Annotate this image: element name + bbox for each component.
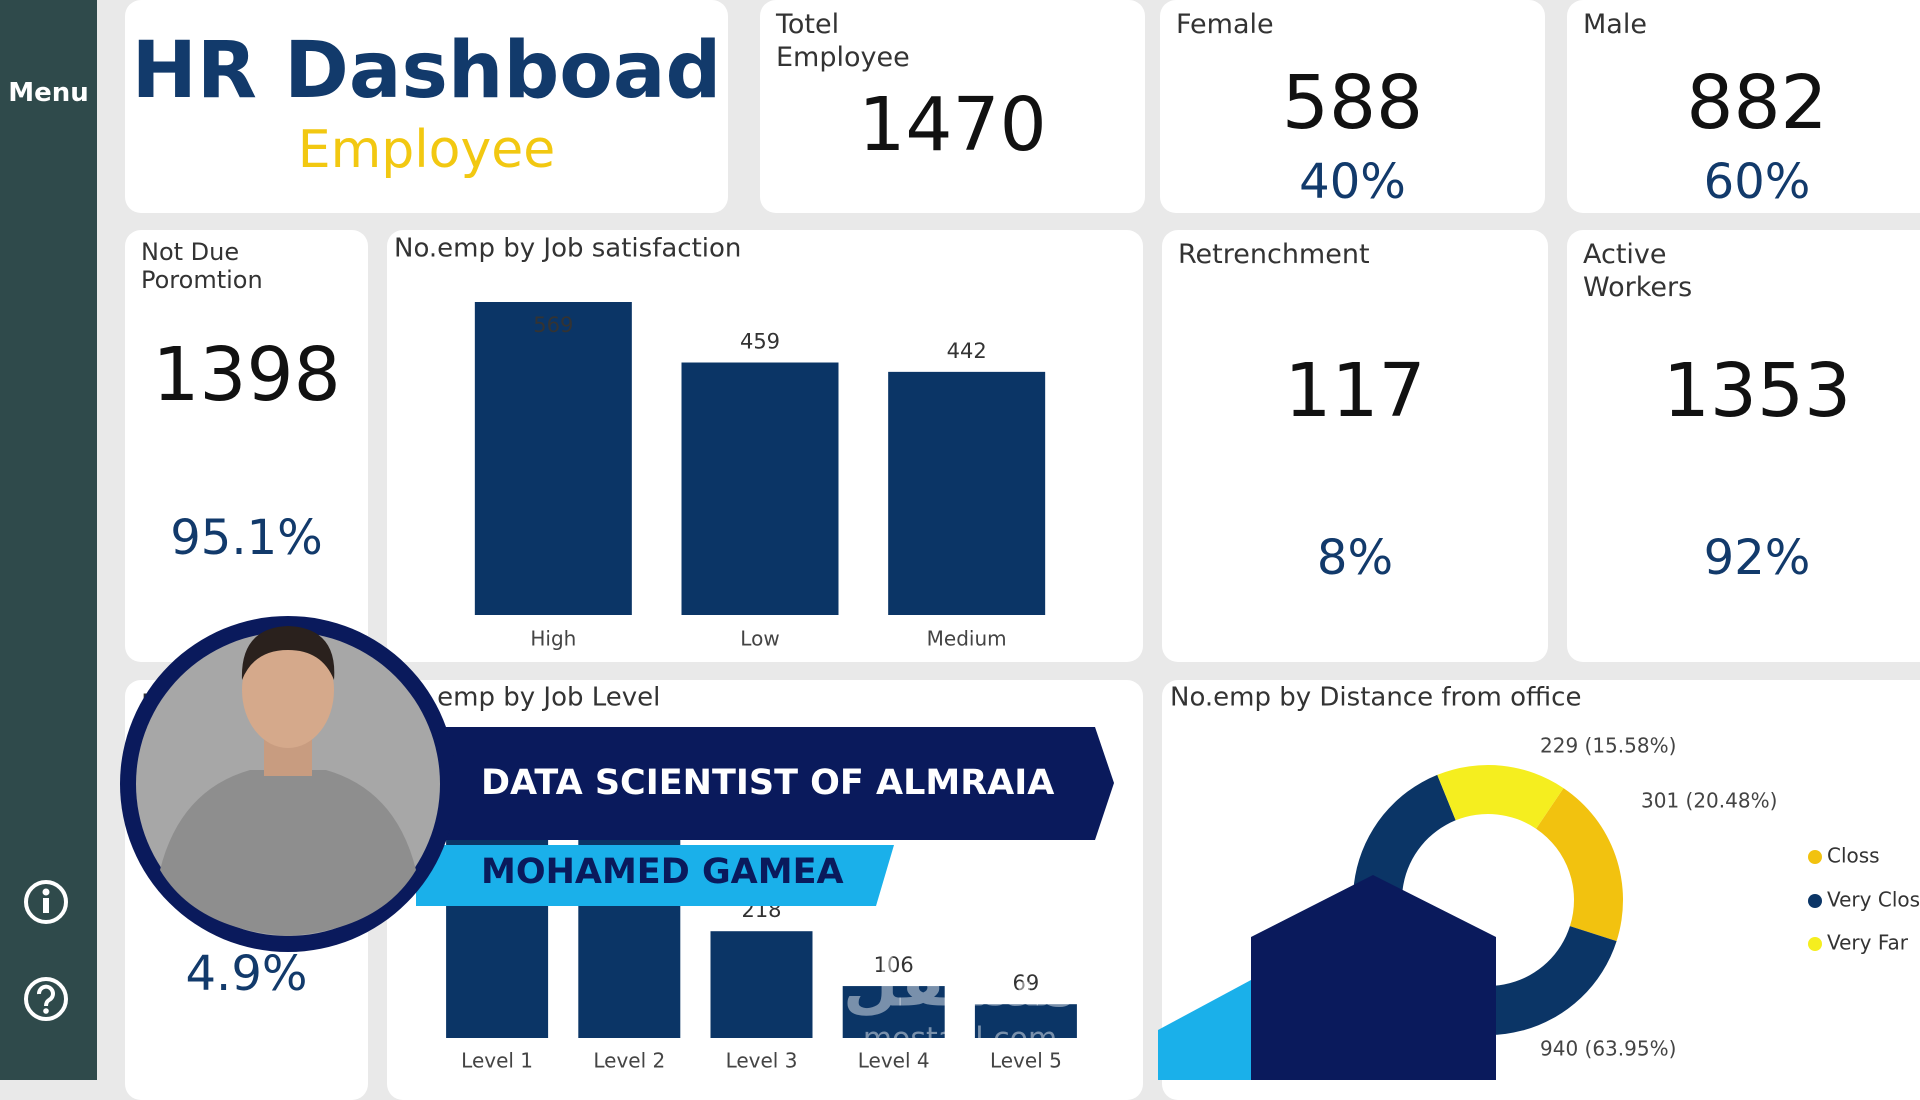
kpi-value: 1398 [152, 332, 341, 418]
chart-title: No.emp by Distance from office [1170, 683, 1581, 713]
header-card: HR Dashboad Employee [125, 0, 728, 213]
sidebar: Menu [0, 0, 97, 1080]
x-tick-label: Level 4 [858, 1049, 930, 1073]
legend-dot [1808, 937, 1822, 951]
kpi-title: Male [1583, 9, 1647, 40]
kpi-percent: 8% [1316, 530, 1394, 586]
data-label: 569 [533, 313, 573, 337]
kpi-title: Not Due Poromtion [141, 238, 263, 294]
bar [842, 986, 945, 1038]
kpi-percent: 40% [1299, 154, 1406, 210]
watermark: mostaql.com [863, 1022, 1057, 1057]
data-label: 69 [1013, 971, 1040, 995]
name-text: MOHAMED GAMEA [481, 852, 844, 892]
kpi-percent: 95.1% [170, 510, 323, 566]
kpi-card: Totel Employee 1470 [760, 0, 1145, 213]
kpi-value: 588 [1281, 60, 1424, 146]
name-banner [416, 845, 894, 906]
x-tick-label: High [530, 627, 576, 651]
profile-photo [120, 616, 456, 952]
kpi-title: Retrenchment [1178, 239, 1370, 270]
donut-slice [1536, 788, 1623, 942]
kpi-value: 882 [1686, 60, 1828, 146]
kpi-title: Active Workers [1583, 239, 1693, 303]
kpi-value: 1353 [1662, 348, 1852, 434]
data-label: 442 [947, 339, 987, 363]
legend-label: Closs [1827, 844, 1880, 868]
kpi-card: Not Due Poromtion 1398 95.1% [125, 230, 368, 662]
chart-title: No.emp by Job Level [394, 683, 660, 713]
kpi-card: Active Workers 1353 92% [1567, 230, 1920, 662]
chart-title: No.emp by Job satisfaction [394, 234, 741, 264]
bar [888, 371, 1046, 615]
role-text: DATA SCIENTIST OF ALMRAIA [481, 763, 1054, 803]
x-tick-label: Level 1 [461, 1049, 533, 1073]
kpi-percent: 60% [1703, 154, 1811, 210]
legend-label: Very Close [1827, 888, 1920, 912]
kpi-value: 117 [1284, 348, 1426, 434]
legend-label: Very Far [1827, 931, 1909, 955]
legend-dot [1808, 894, 1822, 908]
help-icon[interactable] [22, 975, 70, 1023]
data-label: 301 (20.48%) [1641, 789, 1777, 813]
donut-slice [1437, 764, 1564, 829]
kpi-title: Totel Employee [776, 9, 910, 73]
info-icon[interactable] [22, 878, 70, 926]
deco-shape [1251, 875, 1496, 1080]
watermark: مستقل [843, 948, 1077, 1022]
kpi-value: 1470 [858, 82, 1047, 168]
x-tick-label: Level 3 [726, 1049, 798, 1073]
x-tick-label: Medium [927, 627, 1007, 651]
bar [474, 302, 632, 615]
data-label: 940 (63.95%) [1540, 1037, 1676, 1061]
data-label: 229 (15.58%) [1540, 734, 1676, 758]
kpi-title: Female [1176, 9, 1274, 40]
x-tick-label: Level 2 [593, 1049, 665, 1073]
dashboard-title: HR Dashboad [131, 26, 722, 116]
x-tick-label: Level 5 [990, 1049, 1062, 1073]
x-tick-label: Low [740, 627, 779, 651]
kpi-card: Retrenchment 117 8% [1162, 230, 1548, 662]
data-label: 459 [740, 330, 780, 354]
role-banner [404, 727, 1114, 840]
bar [681, 362, 839, 615]
bar [974, 1004, 1077, 1038]
data-label: 106 [874, 953, 914, 977]
kpi-card: Female 588 40% [1160, 0, 1545, 213]
menu-button[interactable]: Menu [8, 78, 89, 108]
kpi-percent: 92% [1703, 530, 1811, 586]
dashboard-subtitle: Employee [297, 120, 556, 180]
legend-dot [1808, 850, 1822, 864]
bar [710, 931, 813, 1038]
deco-shape [1158, 980, 1251, 1080]
kpi-percent: 4.9% [185, 946, 308, 1002]
kpi-card: Male 882 60% [1567, 0, 1920, 213]
